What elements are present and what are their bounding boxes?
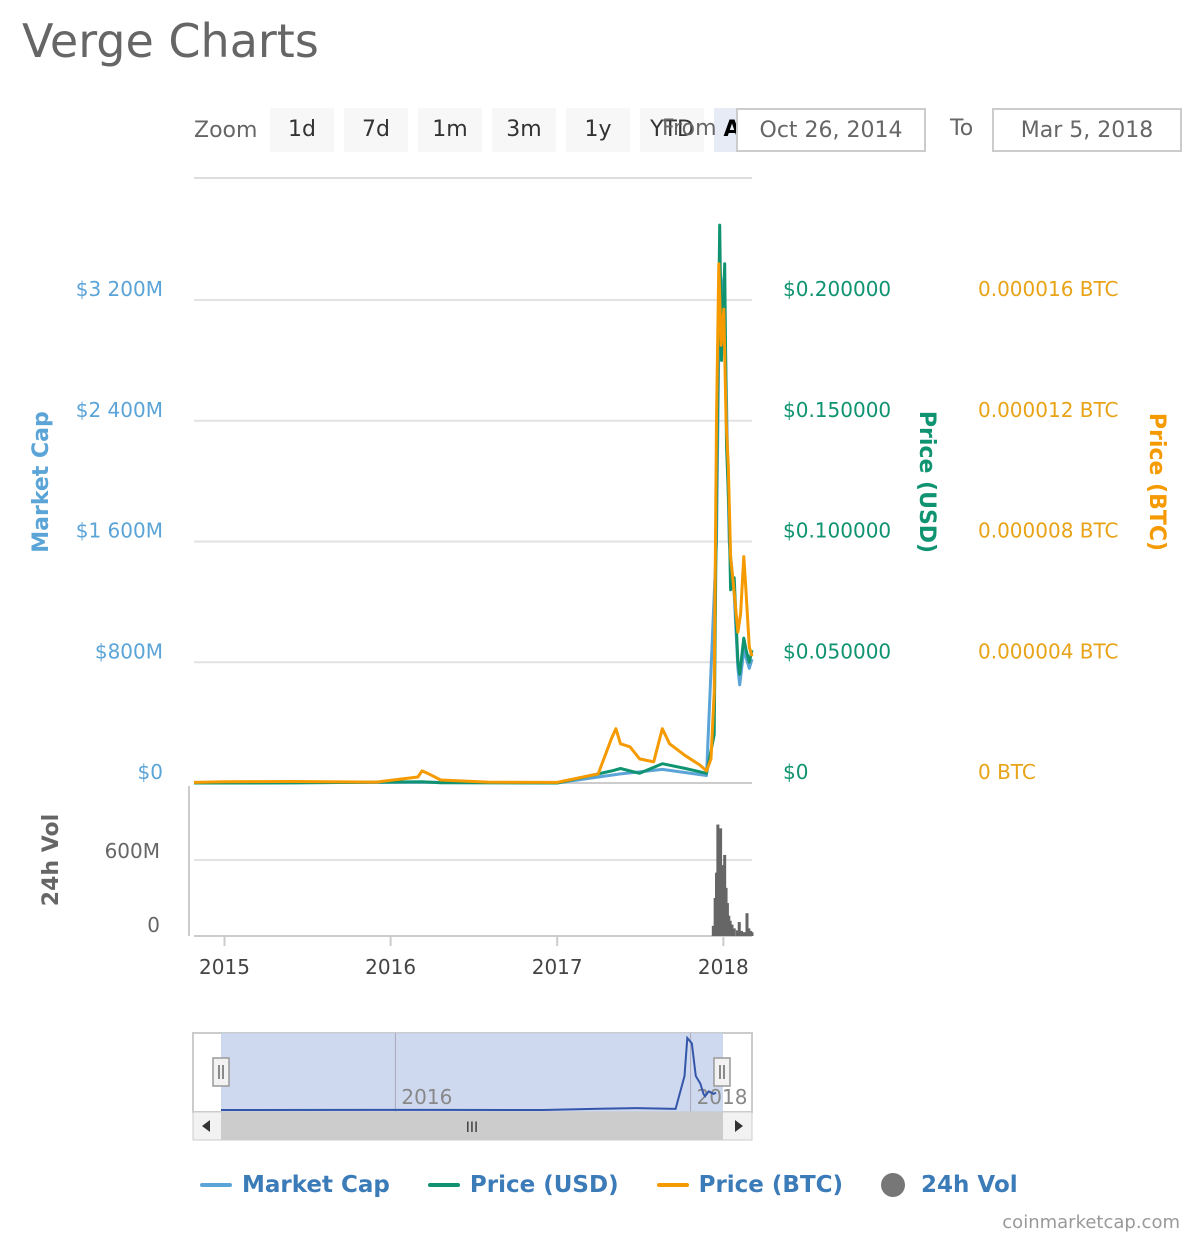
scroll-right-arrow-icon [735, 1120, 743, 1132]
market-cap-tick-label: $3 200M [76, 277, 163, 301]
zoom-label: Zoom [194, 118, 258, 143]
market-cap-tick-label: $1 600M [76, 519, 163, 543]
x-tick-label: 2016 [365, 955, 416, 979]
price-btc-tick-label: 0.000012 BTC [978, 398, 1119, 422]
price-usd-tick-label: $0.150000 [783, 398, 891, 422]
series-line-market-cap [193, 268, 754, 785]
legend-label: 24h Vol [921, 1172, 1018, 1198]
volume-bar [742, 932, 746, 936]
legend-item-market-cap[interactable]: Market Cap [200, 1172, 390, 1198]
zoom-1y-button[interactable]: 1y [566, 108, 630, 152]
zoom-1d-button[interactable]: 1d [270, 108, 334, 152]
handle-box [713, 1057, 731, 1087]
navigator-series-line [220, 1035, 717, 1112]
price-btc-axis-title: Price (BTC) [1144, 413, 1169, 551]
zoom-3m-button[interactable]: 3m [492, 108, 556, 152]
from-label: From [662, 116, 717, 141]
navigator-selection [221, 1033, 723, 1112]
volume-bar [735, 930, 739, 936]
legend-item-price-btc[interactable]: Price (BTC) [656, 1172, 844, 1198]
price-btc-tick-label: 0.000016 BTC [978, 277, 1119, 301]
price-usd-tick-label: $0.200000 [783, 277, 891, 301]
price-usd-tick-label: $0.100000 [783, 519, 891, 543]
zoom-ytd-button[interactable]: YTD [640, 108, 704, 152]
zoom-1m-button[interactable]: 1m [418, 108, 482, 152]
axis-tick-labels: $0 $0 0 BTC $800M $0.050000 0.000004 BTC $1 60… [76, 277, 1119, 979]
to-label: To [950, 116, 974, 141]
scrollbar-thumb [221, 1112, 723, 1140]
series-lines [193, 223, 754, 785]
legend-item-volume[interactable]: 24h Vol [881, 1172, 1018, 1198]
x-tick-label: 2017 [532, 955, 583, 979]
zoom-7d-button[interactable]: 7d [344, 108, 408, 152]
price-btc-tick-label: 0.000008 BTC [978, 519, 1119, 543]
price-usd-tick-label: $0 [783, 760, 808, 784]
market-cap-axis-title: Market Cap [29, 411, 54, 552]
volume-bar [750, 932, 754, 936]
legend-line-icon [427, 1183, 460, 1187]
price-btc-tick-label: 0.000004 BTC [978, 639, 1119, 663]
volume-bar [747, 928, 751, 936]
legend-label: Price (USD) [469, 1172, 619, 1198]
volume-bar [730, 924, 734, 936]
volume-bar [732, 928, 736, 936]
series-line-price-btc [193, 262, 754, 784]
legend-line-icon [200, 1183, 232, 1187]
volume-bar [711, 925, 715, 936]
volume-bar [745, 913, 749, 936]
volume-tick-label: 0 [147, 913, 160, 937]
market-cap-tick-label: $0 [138, 760, 163, 784]
volume-bars [711, 824, 754, 936]
series-line-price-usd [193, 223, 754, 785]
credit-text: coinmarketcap.com [1002, 1212, 1180, 1233]
navigator-tick-label: 2018 [697, 1085, 748, 1109]
from-date-input[interactable] [736, 108, 926, 152]
legend-dot-icon [881, 1173, 906, 1197]
navigator-scrollbar[interactable]: III [192, 1111, 753, 1141]
legend-label: Price (BTC) [698, 1172, 844, 1198]
page-title: Verge Charts [22, 14, 319, 68]
price-btc-tick-label: 0 BTC [978, 760, 1036, 784]
market-cap-tick-label: $800M [95, 639, 163, 663]
scroll-left-arrow-icon [202, 1120, 210, 1132]
grid-lines [188, 177, 752, 946]
x-tick-label: 2018 [698, 955, 749, 979]
price-usd-tick-label: $0.050000 [783, 639, 891, 663]
legend-label: Market Cap [242, 1172, 390, 1198]
legend: Market Cap Price (USD) Price (BTC) 24h V… [200, 1172, 1056, 1198]
market-cap-tick-label: $2 400M [76, 398, 163, 422]
navigator-tick-label: 2016 [401, 1085, 452, 1109]
to-date-input[interactable] [992, 108, 1182, 152]
volume-axis-title: 24h Vol [39, 814, 64, 906]
handle-box [212, 1057, 230, 1087]
legend-item-price-usd[interactable]: Price (USD) [427, 1172, 619, 1198]
volume-bar [737, 922, 741, 936]
x-tick-label: 2015 [199, 955, 250, 979]
scrollbar-grip-icon: III [466, 1120, 478, 1136]
volume-tick-label: 600M [105, 839, 160, 863]
volume-bar [728, 920, 732, 936]
navigator[interactable]: 2016 2018 III [192, 1032, 753, 1141]
price-usd-axis-title: Price (USD) [914, 411, 939, 553]
navigator-right-handle[interactable] [713, 1057, 731, 1087]
volume-bar [740, 930, 744, 936]
legend-line-icon [656, 1183, 689, 1187]
navigator-left-handle[interactable] [212, 1057, 230, 1087]
